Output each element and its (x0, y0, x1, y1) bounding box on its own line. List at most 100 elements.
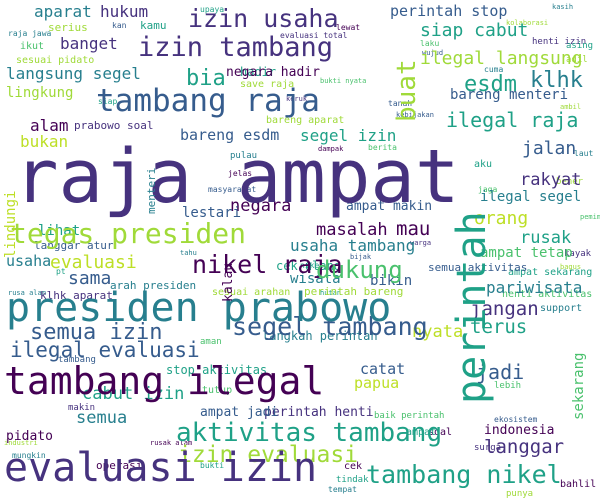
word: perintah stop (390, 2, 508, 20)
word: tambang ilegal (4, 359, 325, 403)
word: nyata (412, 322, 464, 342)
word: arah presiden (110, 279, 197, 292)
word: rusak alam (150, 439, 193, 447)
word: rakyat (520, 170, 582, 190)
word: berita (368, 143, 397, 152)
word: izin evaluasi (178, 442, 359, 468)
word: bijak (350, 253, 372, 261)
word: ampat (406, 427, 437, 438)
word: tahu (180, 249, 197, 257)
word: klhk aparat (40, 289, 113, 302)
word: bareng esdm (180, 126, 280, 144)
word: jadi (476, 360, 525, 384)
word: lingkung (6, 85, 74, 101)
word: sesuai arahan (212, 287, 291, 298)
word: negara hadir (226, 65, 320, 80)
word: nikel raja (192, 250, 343, 279)
word: evaluasi izin (4, 445, 318, 491)
word: lewat (336, 23, 361, 32)
word: ampat tetap (480, 245, 573, 261)
word: orang (474, 208, 529, 229)
word: henti aktivitas (502, 289, 593, 300)
word: upaya (200, 5, 225, 14)
word: semua (76, 408, 128, 428)
word: ampat jadi (200, 405, 279, 420)
word: semua izin (30, 320, 163, 345)
word: ilegal raja (446, 108, 579, 132)
word: siap cabut (420, 20, 529, 41)
word: papua (354, 374, 400, 392)
word: rusa alam (8, 289, 46, 297)
word: pulau (230, 151, 258, 161)
word: asing (566, 41, 594, 51)
word: lebih (494, 381, 522, 391)
word: aparat (34, 2, 92, 21)
word: izin usaha (188, 4, 339, 33)
word: lestari (182, 205, 242, 221)
word: tindak (336, 475, 369, 485)
word: indonesia (484, 423, 555, 438)
word: evaluasi total (280, 31, 348, 40)
word: ilegal evaluasi (10, 338, 200, 362)
word: hukum (100, 2, 149, 21)
word: bareng aparat (266, 115, 345, 126)
word: jangan (470, 298, 539, 320)
word: wujud (422, 49, 444, 57)
word: tegas presiden (10, 217, 247, 250)
word: tutup (202, 385, 233, 396)
word: jalan (522, 138, 577, 159)
word: izin tambang (138, 32, 334, 63)
word: banget (60, 34, 118, 53)
word: evaluasi (50, 252, 137, 273)
word: siap (98, 97, 118, 106)
word: jaga (478, 185, 498, 194)
word: hutan (320, 289, 342, 297)
word: kasih (552, 3, 574, 11)
word: bikin (370, 273, 413, 289)
word: serius (48, 21, 88, 34)
word: tambang raja (96, 83, 320, 119)
word: kebijakan (396, 111, 434, 119)
word: usaha (6, 252, 52, 270)
word: usaha tambang (290, 236, 416, 255)
word: raja jawa (8, 29, 52, 38)
word: sesuai pidato (16, 55, 95, 66)
word: nikel (300, 261, 325, 270)
word: baik perintah (374, 411, 445, 421)
word: esdm (464, 72, 517, 97)
word: alam (30, 116, 69, 135)
word: bagus (560, 263, 582, 271)
word: segel tambang (232, 312, 428, 341)
word: save raja (240, 79, 295, 90)
word: industri (4, 439, 38, 447)
word: aktivitas tambang (176, 418, 443, 448)
word: masalah (316, 220, 388, 240)
word: hadir (240, 65, 277, 79)
word: perintah henti (264, 405, 374, 420)
word: cuma (484, 65, 504, 74)
word: pidato (6, 429, 53, 444)
word: surga (474, 443, 502, 453)
word: buat (392, 59, 422, 122)
word: ampat makin (346, 199, 433, 214)
word: sama (68, 268, 112, 289)
word: rusak (520, 228, 572, 248)
word: segel izin (300, 126, 397, 145)
word: aman (200, 337, 222, 347)
word: warga (410, 239, 432, 247)
word: presiden prabowo (6, 285, 392, 331)
word: kamu (140, 19, 167, 32)
word: langgar (484, 436, 565, 458)
word: dukung (316, 256, 403, 284)
word: adil (566, 55, 588, 65)
word: sekarang (571, 352, 587, 420)
word: ikut (20, 41, 45, 52)
word: lindungi (3, 190, 19, 258)
word: operasi (96, 459, 143, 472)
word: tambang nikel (366, 460, 562, 489)
word: langgar atur (34, 239, 114, 252)
word: cek ulang (276, 259, 342, 273)
word: ambil (560, 103, 582, 111)
word: masyarakat (208, 185, 257, 194)
